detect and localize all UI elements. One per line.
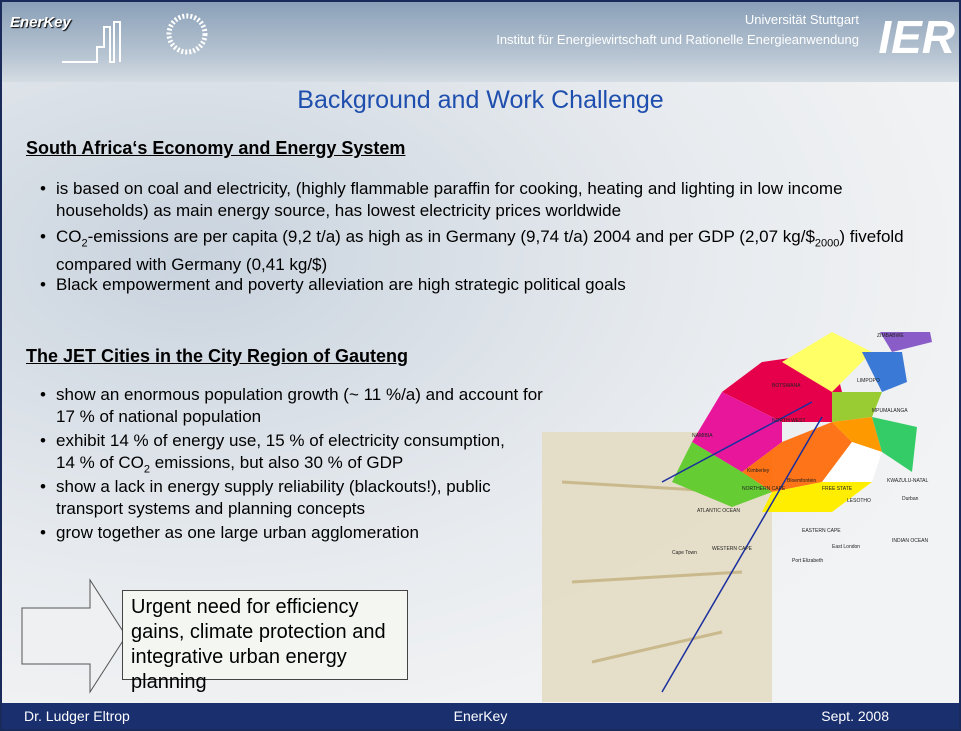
logo: EnerKey xyxy=(10,14,71,31)
text: is based on coal and electricity, (highl… xyxy=(56,179,843,220)
map-label: Durban xyxy=(902,496,919,502)
text: show an enormous population growth (~ 11… xyxy=(56,385,543,426)
text: show a lack in energy supply reliability… xyxy=(56,477,491,518)
map-label: Port Elizabeth xyxy=(792,558,823,564)
university: Universität Stuttgart xyxy=(744,12,859,27)
map-label: Cape Town xyxy=(672,550,697,556)
text: emissions, but also 30 % of GDP xyxy=(150,453,404,472)
map-label: EASTERN CAPE xyxy=(802,528,841,534)
map-label: Kimberley xyxy=(747,468,770,474)
bullet: CO2-emissions are per capita (9,2 t/a) a… xyxy=(40,226,916,276)
map-label: NAMIBIA xyxy=(692,433,713,439)
map-label: FREE STATE xyxy=(822,486,853,492)
map-label: BOTSWANA xyxy=(772,383,801,389)
bullet: is based on coal and electricity, (highl… xyxy=(40,178,936,222)
slide-title: Background and Work Challenge xyxy=(297,86,664,114)
logo-graphic xyxy=(62,13,208,63)
subscript: 2 xyxy=(143,463,150,476)
text: exhibit 14 % of energy use, 15 % of elec… xyxy=(56,431,505,472)
map-label: KWAZULU-NATAL xyxy=(887,478,929,484)
bullet: show an enormous population growth (~ 11… xyxy=(40,384,556,428)
section-heading: The JET Cities in the City Region of Gau… xyxy=(26,346,409,366)
map-label: Bloemfontein xyxy=(787,478,816,484)
text: CO xyxy=(56,227,82,246)
bullet: show a lack in energy supply reliability… xyxy=(40,476,496,520)
bullet: exhibit 14 % of energy use, 15 % of elec… xyxy=(40,430,526,480)
institute: Institut für Energiewirtschaft und Ratio… xyxy=(496,32,859,47)
text: grow together as one large urban agglome… xyxy=(56,523,419,542)
footer-center: EnerKey xyxy=(453,708,508,724)
section-heading: South Africa‘s Economy and Energy System xyxy=(26,138,406,158)
bullet: Black empowerment and poverty alleviatio… xyxy=(40,274,936,296)
text: -emissions are per capita (9,2 t/a) as h… xyxy=(87,227,815,246)
subscript: 2000 xyxy=(814,237,840,250)
footer-left: Dr. Ludger Eltrop xyxy=(24,708,130,724)
map-label: INDIAN OCEAN xyxy=(892,538,929,544)
map-label: ATLANTIC OCEAN xyxy=(697,508,740,514)
footer: Dr. Ludger Eltrop EnerKey Sept. 2008 xyxy=(2,703,959,729)
map-label: East London xyxy=(832,544,860,550)
map-label: WESTERN CAPE xyxy=(712,546,753,552)
ier-logo: IER xyxy=(878,11,955,63)
callout: Urgent need for efficiency gains, climat… xyxy=(122,590,408,693)
header-band: EnerKey Universität Stuttgart Institut f… xyxy=(2,2,959,82)
footer-right: Sept. 2008 xyxy=(821,708,889,724)
map: ZIMBABWE BOTSWANA LIMPOPO NAMIBIA NORTH WEST… xyxy=(542,332,932,702)
map-label: NORTH WEST xyxy=(772,418,806,424)
text: Black empowerment and poverty alleviatio… xyxy=(56,275,626,294)
subscript: 2 xyxy=(81,237,88,250)
map-label: LIMPOPO xyxy=(857,378,880,384)
map-label: LESOTHO xyxy=(847,498,871,504)
map-label: MPUMALANGA xyxy=(872,408,908,414)
text: ) fivefold compared with Germany (0,41 k… xyxy=(56,227,904,275)
bullet: grow together as one large urban agglome… xyxy=(40,522,536,544)
map-label: NORTHERN CAPE xyxy=(742,486,786,492)
map-label: ZIMBABWE xyxy=(877,333,904,339)
arrow xyxy=(21,578,127,694)
